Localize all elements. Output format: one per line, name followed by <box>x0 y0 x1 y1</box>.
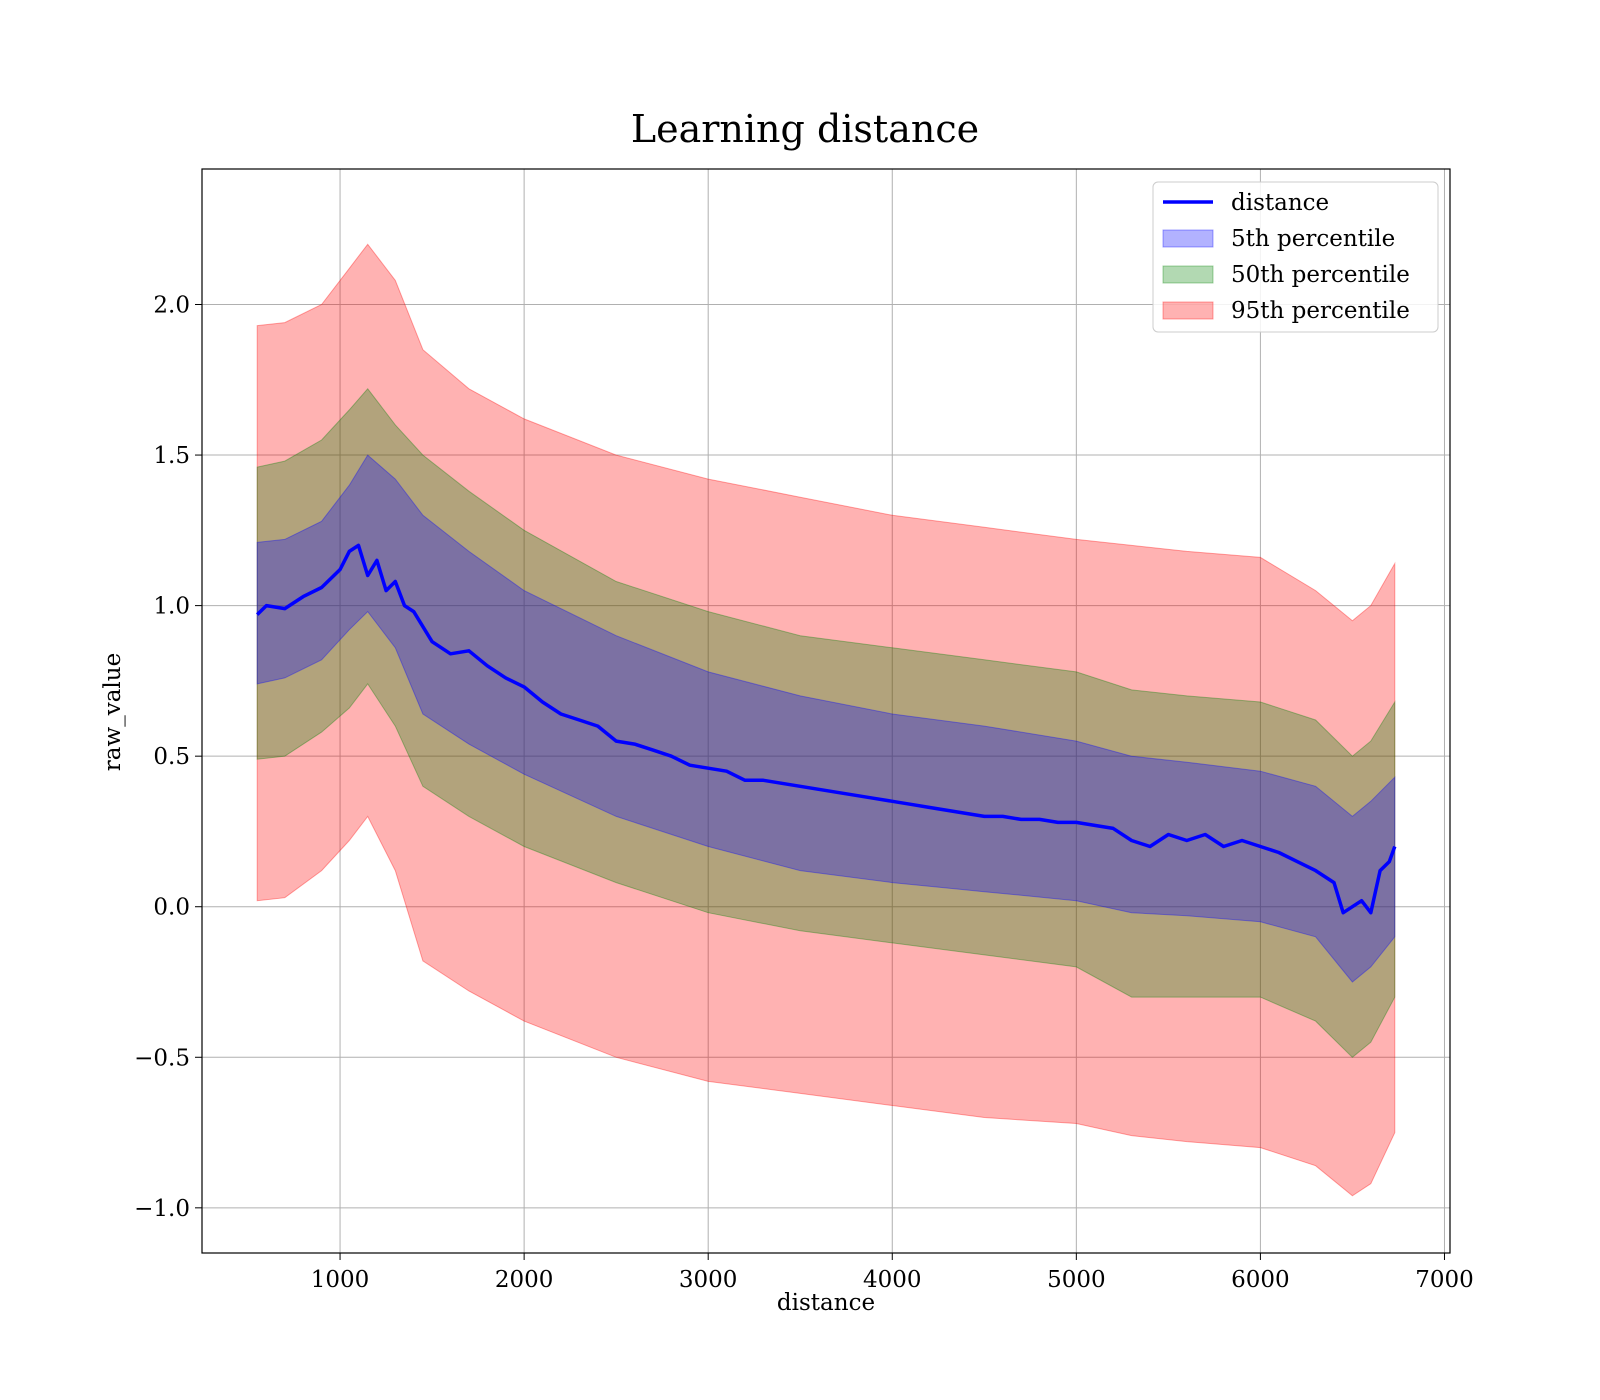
legend: distance 5th percentile 50th percentile 95t… <box>1152 181 1439 333</box>
x-tick-label: 2000 <box>495 1267 554 1293</box>
x-tick-label: 6000 <box>1231 1267 1290 1293</box>
x-axis-label: distance <box>777 1290 875 1316</box>
plot-area <box>255 243 1397 1197</box>
x-tick-label: 4000 <box>863 1267 922 1293</box>
x-tick-label: 5000 <box>1047 1267 1106 1293</box>
y-axis-label: raw_value <box>100 653 126 771</box>
legend-label-5th-percentile: 5th percentile <box>1231 226 1395 252</box>
series-line-distance <box>255 543 1397 915</box>
legend-label-95th-percentile: 95th percentile <box>1231 298 1410 324</box>
x-tick-label: 1000 <box>311 1267 370 1293</box>
y-tick-label: 1.0 <box>153 594 190 620</box>
legend-label-50th-percentile: 50th percentile <box>1231 262 1410 288</box>
y-tick-label: 2.0 <box>153 293 190 319</box>
axis-ticks: 1000 2000 3000 4000 5000 6000 7000 −1.0 −0.5 0.0 0… <box>134 293 1474 1294</box>
legend-swatch-95th-percentile <box>1162 301 1214 320</box>
chart-title: Learning distance <box>631 107 979 151</box>
axes-frame <box>201 168 1451 1254</box>
y-tick-label: −1.0 <box>134 1196 190 1222</box>
y-tick-label: 1.5 <box>153 443 190 469</box>
band-5th-percentile <box>256 454 1396 983</box>
legend-label-distance: distance <box>1231 190 1329 216</box>
band-95th-percentile <box>256 243 1396 1197</box>
y-tick-label: 0.5 <box>153 744 190 770</box>
x-tick-label: 3000 <box>679 1267 738 1293</box>
legend-box <box>1152 181 1439 333</box>
x-tick-label: 7000 <box>1415 1267 1474 1293</box>
y-tick-label: −0.5 <box>134 1045 190 1071</box>
y-tick-label: 0.0 <box>153 895 190 921</box>
band-50th-percentile <box>256 388 1396 1058</box>
legend-swatch-5th-percentile <box>1162 229 1214 248</box>
legend-swatch-50th-percentile <box>1162 265 1214 284</box>
